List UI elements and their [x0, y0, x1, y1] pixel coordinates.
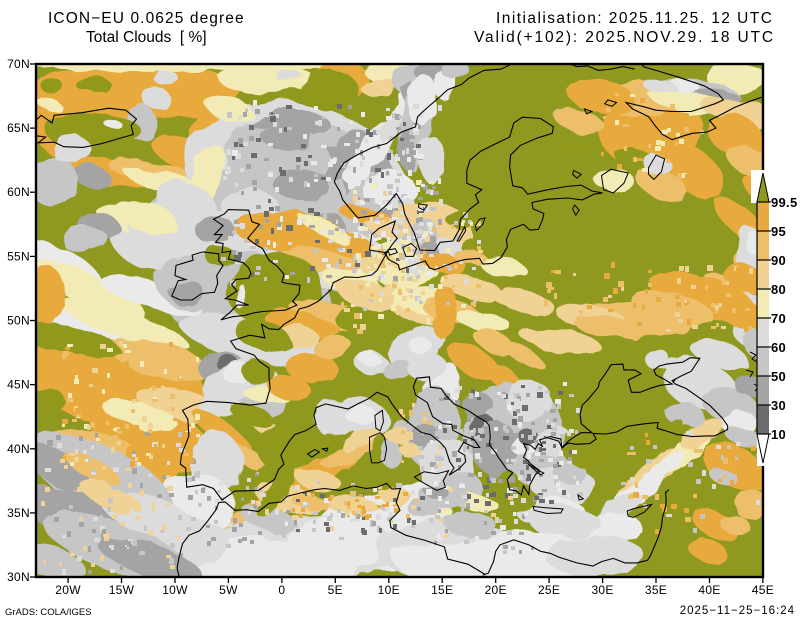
svg-text:Total Clouds [ %]: Total Clouds [ %]: [86, 29, 207, 46]
svg-text:60N: 60N: [7, 185, 30, 199]
svg-text:60: 60: [771, 340, 786, 355]
svg-text:ICON−EU 0.0625 degree: ICON−EU 0.0625 degree: [48, 10, 245, 27]
svg-text:5E: 5E: [328, 583, 343, 597]
svg-text:15E: 15E: [431, 583, 453, 597]
svg-text:45N: 45N: [7, 378, 30, 392]
svg-text:30: 30: [771, 398, 786, 413]
svg-text:10E: 10E: [378, 583, 400, 597]
svg-text:40N: 40N: [7, 442, 30, 456]
svg-text:45E: 45E: [752, 583, 774, 597]
svg-text:15W: 15W: [109, 583, 135, 597]
svg-text:30E: 30E: [591, 583, 613, 597]
svg-text:35E: 35E: [645, 583, 667, 597]
svg-text:40E: 40E: [698, 583, 720, 597]
svg-text:50N: 50N: [7, 314, 30, 328]
svg-text:20W: 20W: [55, 583, 81, 597]
svg-text:10W: 10W: [162, 583, 188, 597]
svg-text:95: 95: [771, 224, 786, 239]
svg-text:35N: 35N: [7, 506, 30, 520]
svg-text:0: 0: [278, 583, 285, 597]
svg-text:65N: 65N: [7, 121, 30, 135]
svg-text:25E: 25E: [538, 583, 560, 597]
svg-text:90: 90: [771, 253, 786, 268]
svg-text:10: 10: [771, 427, 786, 442]
svg-text:Initialisation: 2025.11.25. 12: Initialisation: 2025.11.25. 12 UTC: [496, 10, 773, 27]
svg-text:80: 80: [771, 282, 786, 297]
svg-text:55N: 55N: [7, 249, 30, 263]
svg-text:70N: 70N: [7, 57, 30, 71]
svg-text:99.5: 99.5: [771, 195, 798, 210]
svg-text:30N: 30N: [7, 570, 30, 584]
svg-text:5W: 5W: [219, 583, 238, 597]
svg-text:Valid(+102): 2025.NOV.29. 18 U: Valid(+102): 2025.NOV.29. 18 UTC: [474, 29, 775, 46]
svg-text:50: 50: [771, 369, 786, 384]
svg-text:20E: 20E: [485, 583, 507, 597]
svg-text:70: 70: [771, 311, 786, 326]
svg-text:GrADS: COLA/IGES: GrADS: COLA/IGES: [5, 607, 92, 618]
svg-text:2025−11−25−16:24: 2025−11−25−16:24: [680, 605, 795, 617]
